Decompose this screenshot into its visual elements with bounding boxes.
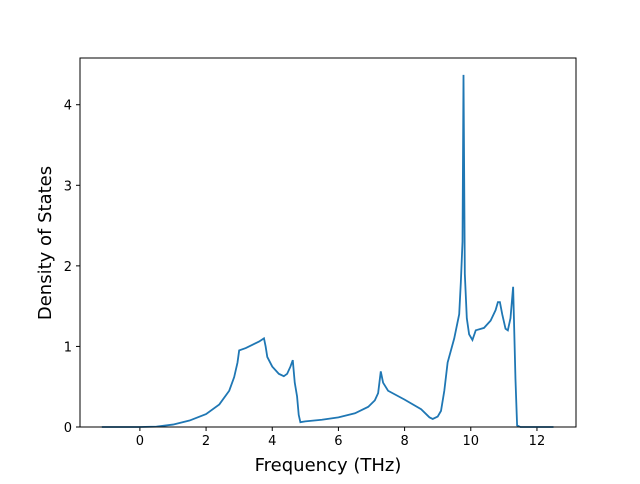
x-tick-label: 2 <box>202 434 210 449</box>
y-tick-label: 0 <box>64 421 72 436</box>
y-tick-label: 1 <box>64 340 72 355</box>
y-tick-label: 2 <box>64 260 72 275</box>
x-tick-label: 10 <box>463 434 480 449</box>
x-tick-label: 4 <box>268 434 276 449</box>
x-axis-label: Frequency (THz) <box>255 455 402 476</box>
x-tick-label: 12 <box>529 434 546 449</box>
x-tick-label: 8 <box>400 434 408 449</box>
x-tick-label: 0 <box>136 434 144 449</box>
y-tick-label: 3 <box>64 179 72 194</box>
line-series <box>101 74 554 428</box>
plot-frame <box>79 57 577 428</box>
y-axis-label: Density of States <box>35 166 56 320</box>
x-tick-label: 6 <box>334 434 342 449</box>
y-tick-label: 4 <box>64 99 72 114</box>
